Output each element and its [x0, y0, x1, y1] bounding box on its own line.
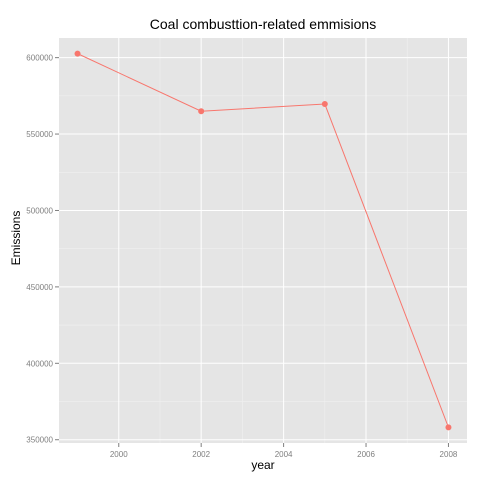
- y-tick-label: 600000: [26, 54, 53, 63]
- x-tick-label: 2004: [275, 450, 293, 459]
- y-tick-label: 400000: [26, 359, 53, 368]
- x-tick-label: 2008: [440, 450, 458, 459]
- x-tick-label: 2002: [192, 450, 210, 459]
- data-point: [198, 108, 205, 115]
- y-axis: 350000 400000 450000 500000 550000 600000: [26, 54, 59, 445]
- y-tick-label: 450000: [26, 283, 53, 292]
- x-axis-title: year: [251, 458, 274, 472]
- x-tick-label: 2006: [357, 450, 375, 459]
- chart-title: Coal combusttion-related emmisions: [150, 16, 376, 32]
- series-layer: [74, 50, 452, 431]
- y-tick-label: 350000: [26, 436, 53, 445]
- plot-panel: [59, 38, 467, 443]
- data-point: [445, 424, 452, 431]
- x-tick-label: 2000: [110, 450, 128, 459]
- y-axis-title: Emissions: [9, 211, 23, 266]
- data-point: [74, 50, 81, 57]
- x-axis: 2000 2002 2004 2006 2008: [110, 443, 458, 459]
- data-point: [321, 101, 328, 108]
- major-gridlines: [59, 38, 467, 443]
- series-line: [77, 53, 449, 428]
- y-tick-label: 550000: [26, 130, 53, 139]
- y-tick-label: 500000: [26, 206, 53, 215]
